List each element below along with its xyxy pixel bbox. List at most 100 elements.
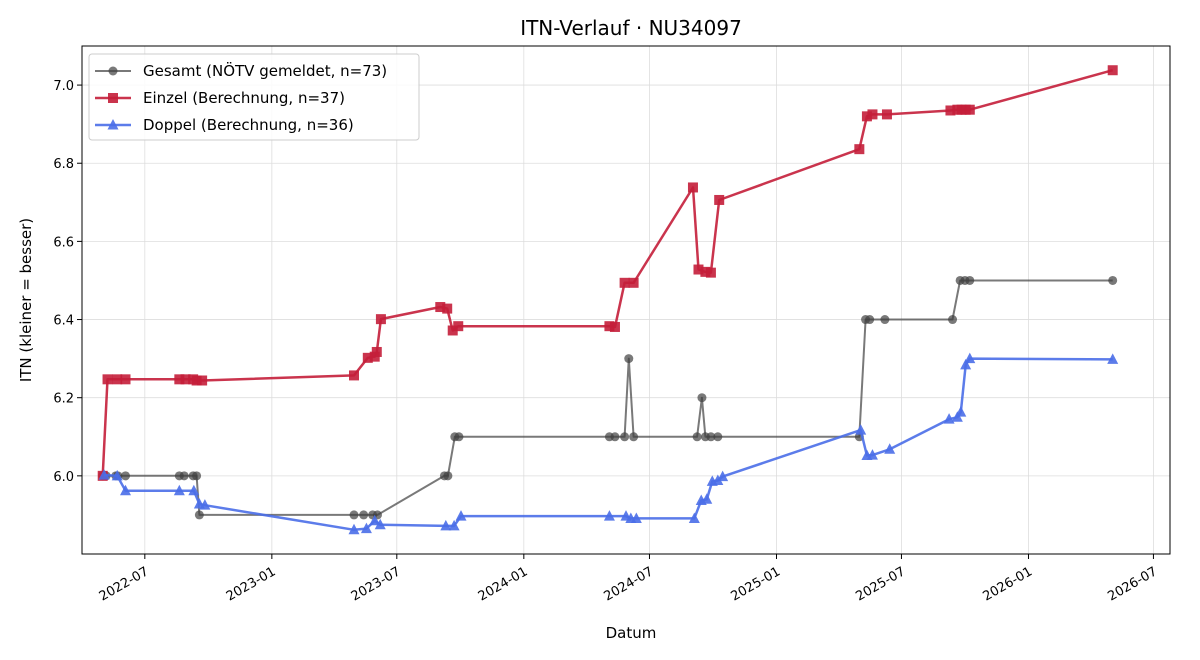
data-point: [697, 393, 707, 403]
data-point: [369, 514, 381, 526]
legend-label: Einzel (Berechnung, n=37): [143, 89, 345, 107]
data-point: [119, 484, 131, 496]
data-point: [455, 510, 467, 521]
data-point: [192, 471, 202, 481]
data-point: [194, 510, 204, 520]
data-point: [700, 266, 711, 277]
data-point: [174, 374, 185, 385]
y-tick-label: 6.4: [53, 314, 74, 329]
data-point: [628, 277, 639, 288]
data-point: [609, 321, 620, 332]
legend-swatch-marker: [107, 119, 119, 130]
data-point: [102, 374, 113, 385]
data-point: [717, 470, 729, 482]
data-point: [348, 523, 360, 535]
data-point: [693, 264, 704, 275]
chart-title: ITN-Verlauf · NU34097: [520, 16, 742, 40]
data-point: [603, 510, 615, 521]
series-layer: [97, 65, 1119, 535]
data-point: [861, 111, 872, 122]
data-point: [687, 182, 698, 193]
data-point: [173, 484, 185, 496]
data-point: [688, 512, 700, 523]
data-point: [865, 315, 875, 325]
legend-swatch-marker: [108, 93, 118, 103]
data-point: [180, 374, 191, 385]
data-point: [112, 374, 123, 385]
data-point: [448, 519, 460, 531]
data-point: [884, 443, 896, 454]
data-point: [964, 104, 975, 115]
data-point: [191, 375, 202, 386]
data-point: [867, 109, 878, 120]
data-point: [447, 325, 458, 336]
data-point: [854, 144, 865, 155]
data-point: [349, 370, 359, 381]
data-point: [964, 352, 976, 364]
data-point: [881, 109, 892, 120]
y-axis-label: ITN (kleiner = besser): [17, 218, 35, 382]
data-point: [1107, 65, 1118, 76]
data-point: [349, 510, 359, 520]
data-point: [443, 471, 453, 481]
data-point: [965, 275, 975, 285]
data-point: [360, 522, 372, 534]
data-point: [630, 512, 642, 523]
plot-frame: [81, 45, 1171, 555]
data-point: [945, 105, 956, 116]
data-point: [120, 471, 130, 481]
data-point: [188, 484, 200, 496]
data-point: [948, 315, 958, 325]
data-point: [713, 432, 723, 442]
data-point: [1107, 353, 1119, 364]
data-point: [1108, 275, 1118, 285]
legend: Gesamt (NÖTV gemeldet, n=73) Einzel (Bere…: [88, 53, 420, 141]
data-point: [359, 510, 369, 520]
series-triangle: [98, 352, 1119, 535]
data-point: [960, 358, 972, 370]
data-point: [880, 315, 890, 325]
data-point: [943, 413, 955, 424]
data-point: [866, 449, 878, 460]
y-tick-label: 7.0: [53, 79, 74, 94]
data-point: [120, 374, 131, 385]
series-square: [97, 65, 1118, 481]
data-point: [442, 303, 453, 314]
y-tick-label: 6.6: [53, 235, 74, 250]
data-point: [111, 469, 123, 481]
data-point: [620, 432, 630, 442]
data-point: [362, 352, 373, 363]
y-tick-label: 6.2: [53, 392, 74, 407]
data-point: [706, 432, 716, 442]
legend-label: Doppel (Berechnung, n=36): [143, 116, 354, 134]
data-point: [454, 432, 464, 442]
data-point: [179, 471, 189, 481]
data-point: [604, 321, 615, 332]
data-point: [371, 346, 382, 357]
data-point: [610, 432, 620, 442]
y-tick-label: 6.0: [53, 470, 74, 485]
data-point: [440, 519, 452, 531]
data-point: [692, 432, 702, 442]
x-axis-label: Datum: [606, 624, 657, 642]
data-point: [453, 321, 464, 332]
data-point: [374, 518, 386, 530]
data-point: [375, 314, 386, 325]
data-point: [712, 474, 724, 486]
data-point: [624, 354, 634, 364]
legend-label: Gesamt (NÖTV gemeldet, n=73): [143, 61, 387, 80]
data-point: [435, 302, 446, 313]
data-point: [714, 194, 725, 205]
data-point: [199, 499, 211, 510]
data-point: [701, 493, 713, 504]
data-point: [955, 406, 967, 417]
legend-box: [88, 53, 420, 141]
data-point: [619, 277, 630, 288]
data-point: [855, 424, 867, 435]
legend-swatch-marker: [108, 66, 118, 76]
y-tick-label: 6.8: [53, 157, 74, 172]
data-point: [705, 267, 716, 278]
data-point: [197, 375, 208, 386]
data-point: [629, 432, 639, 442]
